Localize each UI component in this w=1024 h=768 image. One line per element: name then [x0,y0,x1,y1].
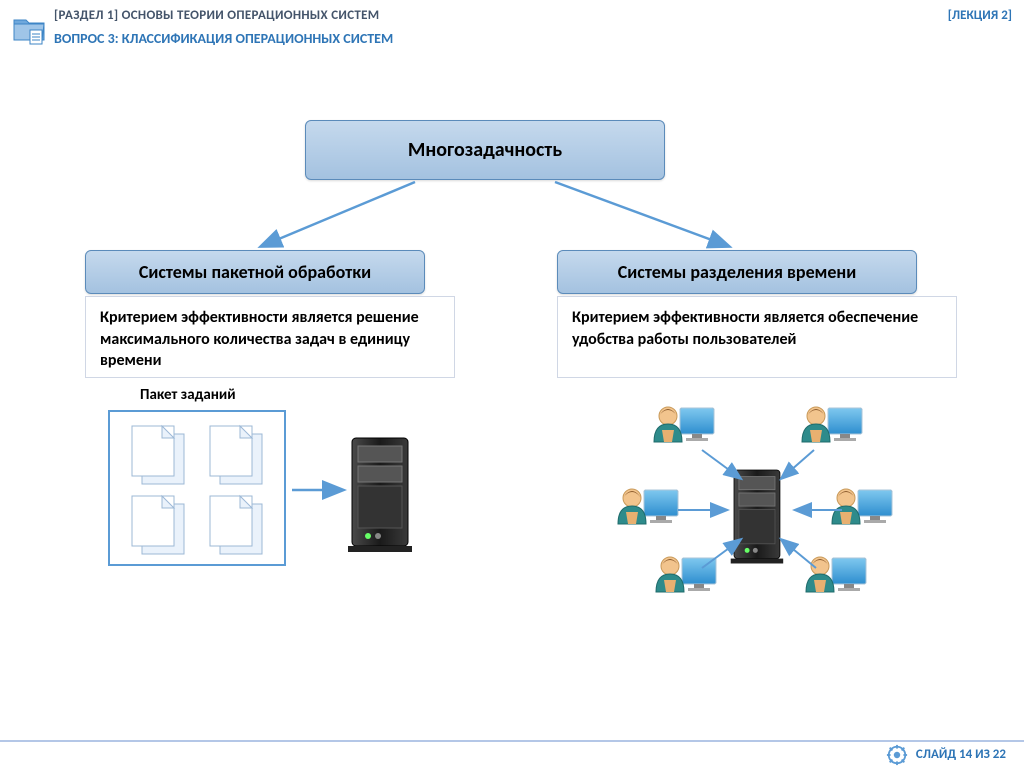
question-title: ВОПРОС 3: КЛАССИФИКАЦИЯ ОПЕРАЦИОННЫХ СИС… [54,30,393,47]
user-workstation-icon [806,557,866,592]
packet-label: Пакет заданий [140,386,236,404]
lecture-label: [ЛЕКЦИЯ 2] [948,8,1012,23]
user-workstation-icon [654,407,714,442]
doc-icon [132,426,262,554]
user-arrow [782,450,814,478]
right-node: Системы разделения времени [557,250,917,294]
packet-box [108,410,286,566]
user-workstation-icon [802,407,862,442]
left-label: Системы пакетной обработки [139,261,371,283]
user-arrow [702,450,740,478]
section-title: [РАЗДЕЛ 1] ОСНОВЫ ТЕОРИИ ОПЕРАЦИОННЫХ СИ… [54,8,379,23]
server-icon [731,470,783,563]
left-node: Системы пакетной обработки [85,250,425,294]
user-workstation-icon [618,489,678,524]
left-description: Критерием эффективности является решение… [85,296,455,378]
slide-footer [0,740,1024,766]
server-icon [348,438,412,552]
root-node: Многозадачность [305,120,665,180]
root-label: Многозадачность [408,138,562,162]
user-arrow [702,540,740,568]
arrow-root-left [262,182,415,246]
slide-counter: СЛАЙД 14 ИЗ 22 [916,747,1006,762]
folder-icon [12,12,48,48]
gear-icon [886,744,908,766]
diagram-layer [0,0,1024,768]
right-label: Системы разделения времени [618,261,857,283]
right-description: Критерием эффективности является обеспеч… [557,296,957,378]
user-arrow [782,540,816,568]
user-workstation-icon [832,489,892,524]
arrow-root-right [555,182,728,246]
user-workstation-icon [656,557,716,592]
